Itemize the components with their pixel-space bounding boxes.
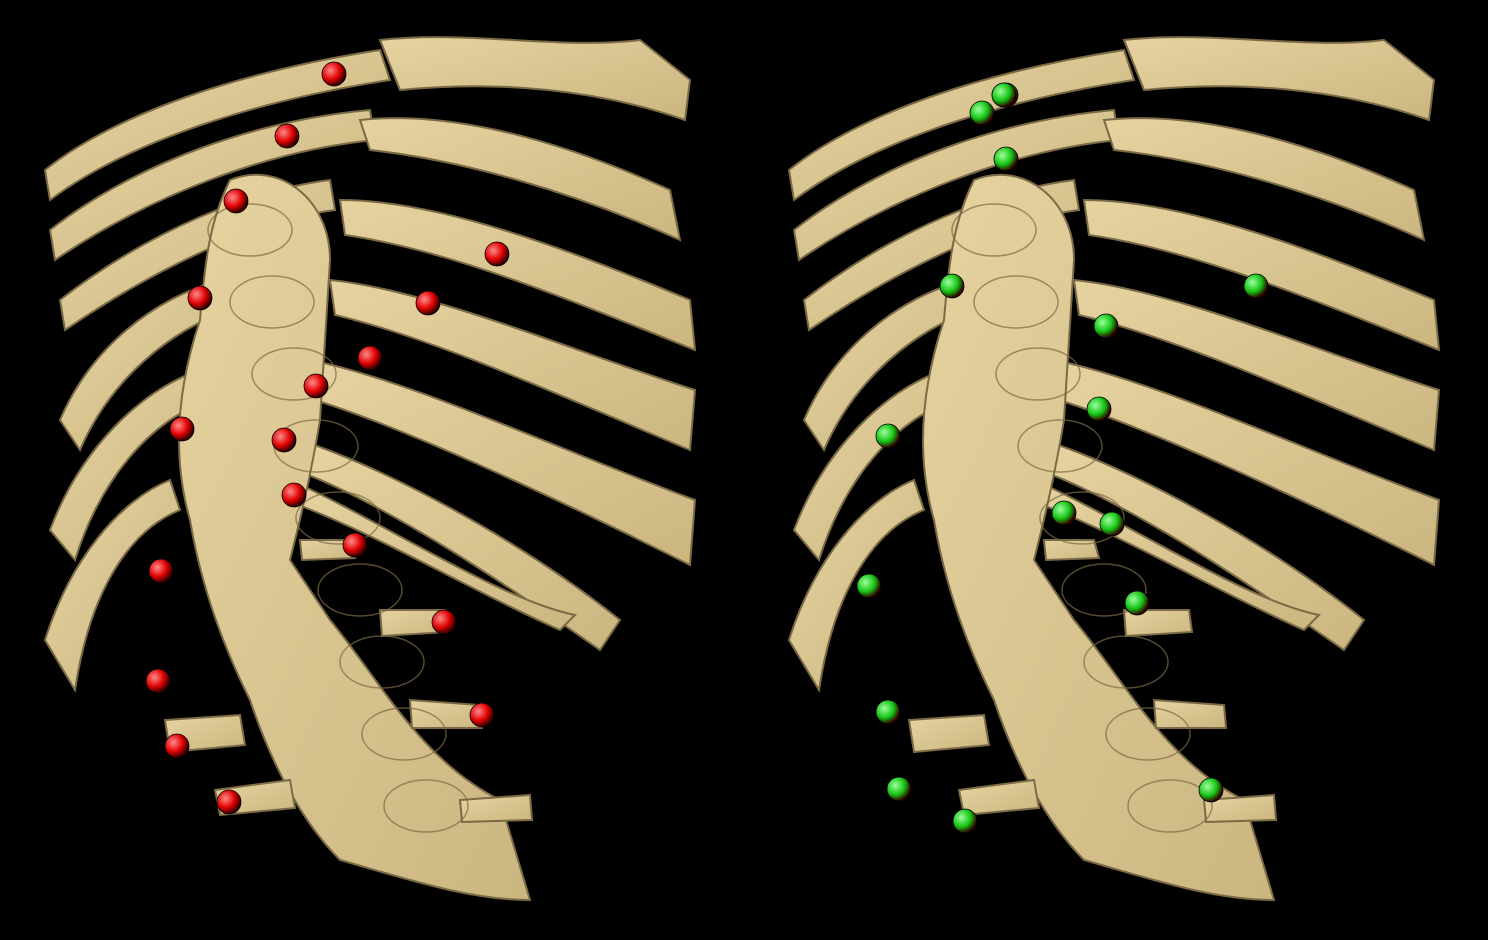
rib-4	[378, 36, 692, 122]
bone-surface	[43, 36, 697, 902]
rib-13	[787, 478, 926, 693]
landmark-marker	[281, 482, 307, 508]
rib-13	[43, 478, 182, 693]
landmark-marker	[469, 702, 495, 728]
landmark-marker	[875, 423, 901, 449]
landmark-marker	[431, 609, 457, 635]
landmark-marker	[274, 123, 300, 149]
rib-1	[787, 48, 1136, 202]
rib-4	[1122, 36, 1436, 122]
landmark-marker	[1198, 777, 1224, 803]
landmark-markers	[145, 61, 510, 815]
landmark-marker	[164, 733, 190, 759]
landmark-marker	[969, 100, 995, 126]
vertebra-2	[973, 275, 1059, 329]
vertebra-6	[317, 563, 403, 617]
bone-surface	[787, 36, 1441, 902]
rib-8	[308, 358, 697, 567]
landmark-markers	[856, 82, 1269, 834]
vertebra-7	[1083, 635, 1169, 689]
landmark-marker	[271, 427, 297, 453]
landmark-marker	[875, 699, 901, 725]
landmark-marker	[357, 345, 383, 371]
vertebra-5	[1039, 491, 1125, 545]
landmark-marker	[148, 558, 174, 584]
landmark-marker	[223, 188, 249, 214]
transverse-process-4	[1152, 698, 1228, 729]
rib-5	[1102, 117, 1426, 242]
landmark-marker	[1093, 313, 1119, 339]
landmark-marker	[342, 532, 368, 558]
vertebra-6	[1061, 563, 1147, 617]
landmark-marker	[1086, 396, 1112, 422]
landmark-marker	[145, 668, 171, 694]
vertebra-5	[295, 491, 381, 545]
vertebra-3	[995, 347, 1081, 401]
landmark-marker	[1051, 500, 1077, 526]
right-render-panel	[744, 0, 1488, 940]
landmark-marker	[856, 573, 882, 599]
rib-5	[358, 117, 682, 242]
vertebra-7	[339, 635, 425, 689]
left-render-panel	[43, 36, 697, 902]
vertebra-1	[951, 203, 1037, 257]
rib-7	[1072, 278, 1441, 452]
transverse-process-5	[1042, 539, 1101, 562]
transverse-process-2	[957, 778, 1041, 817]
vertebra-9	[1127, 779, 1213, 833]
landmark-marker	[886, 776, 912, 802]
rib-1	[43, 48, 392, 202]
landmark-marker	[187, 285, 213, 311]
left-spine-render	[43, 36, 697, 902]
landmark-marker	[991, 82, 1017, 108]
landmark-marker	[321, 61, 347, 87]
vertebra-3	[251, 347, 337, 401]
landmark-marker	[952, 808, 978, 834]
landmark-marker	[484, 241, 510, 267]
landmark-marker	[415, 290, 441, 316]
transverse-process-6	[1202, 793, 1278, 824]
vertebral-column	[922, 173, 1276, 902]
landmark-marker	[1099, 511, 1125, 537]
landmark-marker	[169, 416, 195, 442]
vertebra-9	[383, 779, 469, 833]
rib-6	[338, 198, 697, 352]
vertebra-8	[1105, 707, 1191, 761]
transverse-process-3	[1122, 609, 1194, 638]
transverse-process-1	[907, 713, 991, 754]
right-spine-render	[787, 36, 1441, 902]
vertebral-column	[178, 173, 532, 902]
landmark-marker	[1243, 273, 1269, 299]
rib-8	[1052, 358, 1441, 567]
rib-7	[328, 278, 697, 452]
landmark-marker	[303, 373, 329, 399]
vertebra-2	[229, 275, 315, 329]
landmark-marker	[939, 273, 965, 299]
vertebra-8	[361, 707, 447, 761]
rib-10	[283, 478, 578, 632]
transverse-process-5	[298, 539, 357, 562]
transverse-process-4	[408, 698, 484, 729]
landmark-marker	[1124, 590, 1150, 616]
vertebra-4	[1017, 419, 1103, 473]
landmark-marker	[216, 789, 242, 815]
vertebra-1	[207, 203, 293, 257]
transverse-process-6	[458, 793, 534, 824]
landmark-marker	[993, 146, 1019, 172]
